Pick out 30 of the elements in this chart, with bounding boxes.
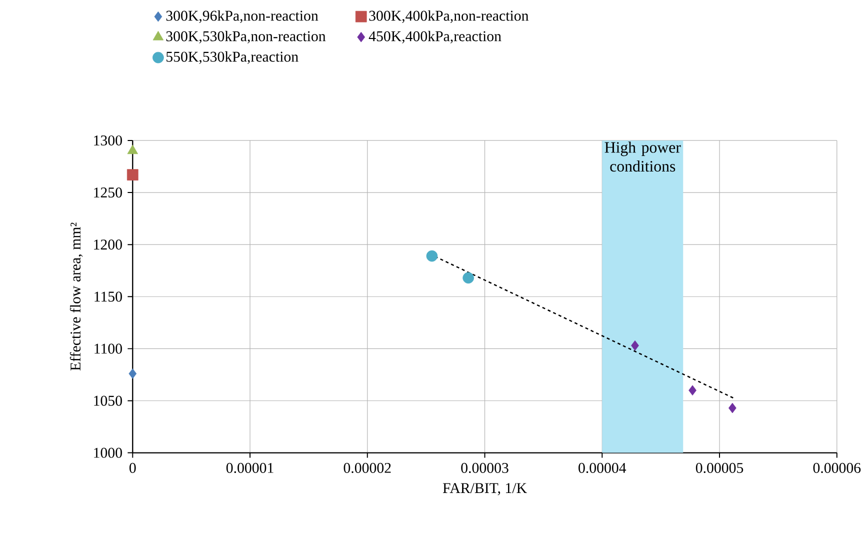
point [426,250,438,262]
y-tick-label: 1200 [94,239,122,250]
x-tick-label: 0.00006 [813,462,861,473]
x-axis-title: FAR/BIT, 1/K [442,483,527,496]
x-tick-label: 0.00005 [696,462,744,473]
x-tick-label: 0.00002 [344,462,391,473]
y-tick-label: 1050 [94,396,122,406]
point [128,368,137,379]
x-tick-label: 0 [129,462,136,473]
y-axis-title: Effective flow area, mm² [70,222,83,370]
point [127,144,138,154]
point [126,169,138,180]
y-tick-label: 1300 [94,135,122,146]
legend-label: 300K,400kPa,non-reaction [369,10,529,23]
point [728,402,736,414]
point [462,272,474,284]
band-label: High power conditions [604,142,681,172]
legend-label: 550K,530kPa,reaction [166,51,298,64]
legend-label: 450K,400kPa,reaction [368,30,502,44]
x-tick-label: 0.00004 [578,462,626,473]
x-tick-label: 0.00003 [461,462,508,473]
legend-label: 300K,530kPa,non-reaction [166,30,326,44]
y-tick-label: 1000 [94,448,122,458]
y-tick-label: 1100 [94,344,122,354]
point [688,385,696,396]
legend-label: 300K,96kPa,non-reaction [166,10,318,23]
y-tick-label: 1150 [94,292,122,302]
y-tick-label: 1250 [94,187,122,198]
point [631,340,639,351]
x-tick-label: 0.00001 [226,462,274,473]
